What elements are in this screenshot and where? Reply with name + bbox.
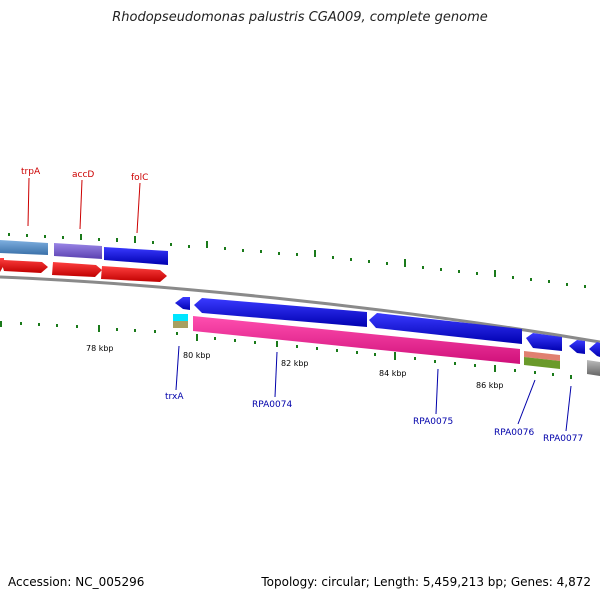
feature-blue[interactable] [104, 247, 168, 265]
gene-label-trpA[interactable]: trpA [21, 167, 41, 177]
tick-label: 82 kbp [281, 359, 309, 368]
reverse-cds-row [175, 297, 600, 357]
top-gene-labels: trpA accD folC [21, 167, 148, 234]
feature-purple[interactable] [54, 243, 102, 259]
gene-label-RPA0075[interactable]: RPA0075 [413, 417, 453, 427]
feature-salmon[interactable] [524, 351, 560, 361]
cds-arrow[interactable] [369, 313, 522, 344]
tick-label: 80 kbp [183, 351, 211, 360]
tick-label: 86 kbp [476, 381, 504, 390]
gc-ticks-outer [8, 233, 586, 288]
gene-label-folC[interactable]: folC [131, 173, 148, 183]
kbp-labels: 78 kbp 80 kbp 82 kbp 84 kbp 86 kbp [86, 344, 504, 390]
cds-arrow[interactable] [175, 297, 190, 310]
tick-label: 78 kbp [86, 344, 114, 353]
gene-label-trxA[interactable]: trxA [165, 392, 184, 402]
cds-arrow[interactable] [0, 258, 48, 273]
cds-arrow[interactable] [194, 298, 367, 327]
feature-grey[interactable] [587, 360, 600, 376]
feature-steel[interactable] [0, 240, 48, 255]
genome-title: Rhodopseudomonas palustris CGA009, compl… [112, 10, 488, 25]
cds-arrow[interactable] [101, 266, 167, 282]
feature-cyan[interactable] [173, 314, 188, 321]
feature-green[interactable] [524, 357, 560, 369]
gene-label-accD[interactable]: accD [72, 170, 94, 180]
feature-pink[interactable] [193, 316, 520, 364]
lower-feature-row [173, 314, 600, 376]
genome-backbone [0, 275, 600, 344]
cds-arrow[interactable] [526, 333, 562, 351]
tick-label: 84 kbp [379, 369, 407, 378]
bottom-gene-labels: trxA RPA0074 RPA0075 RPA0076 RPA0077 [165, 345, 583, 444]
gc-ticks-inner [0, 321, 572, 379]
cds-arrow[interactable] [52, 262, 102, 277]
cds-arrow[interactable] [0, 258, 4, 272]
accession-text: Accession: NC_005296 [8, 575, 145, 589]
genome-summary-text: Topology: circular; Length: 5,459,213 bp… [261, 575, 591, 589]
upper-feature-row [0, 240, 168, 265]
cds-arrow[interactable] [589, 342, 600, 357]
gene-label-RPA0076[interactable]: RPA0076 [494, 428, 534, 438]
gene-label-RPA0074[interactable]: RPA0074 [252, 400, 292, 410]
feature-olive[interactable] [173, 321, 188, 328]
forward-cds-row [0, 258, 167, 282]
cds-arrow[interactable] [569, 340, 585, 354]
gene-label-RPA0077[interactable]: RPA0077 [543, 434, 583, 444]
